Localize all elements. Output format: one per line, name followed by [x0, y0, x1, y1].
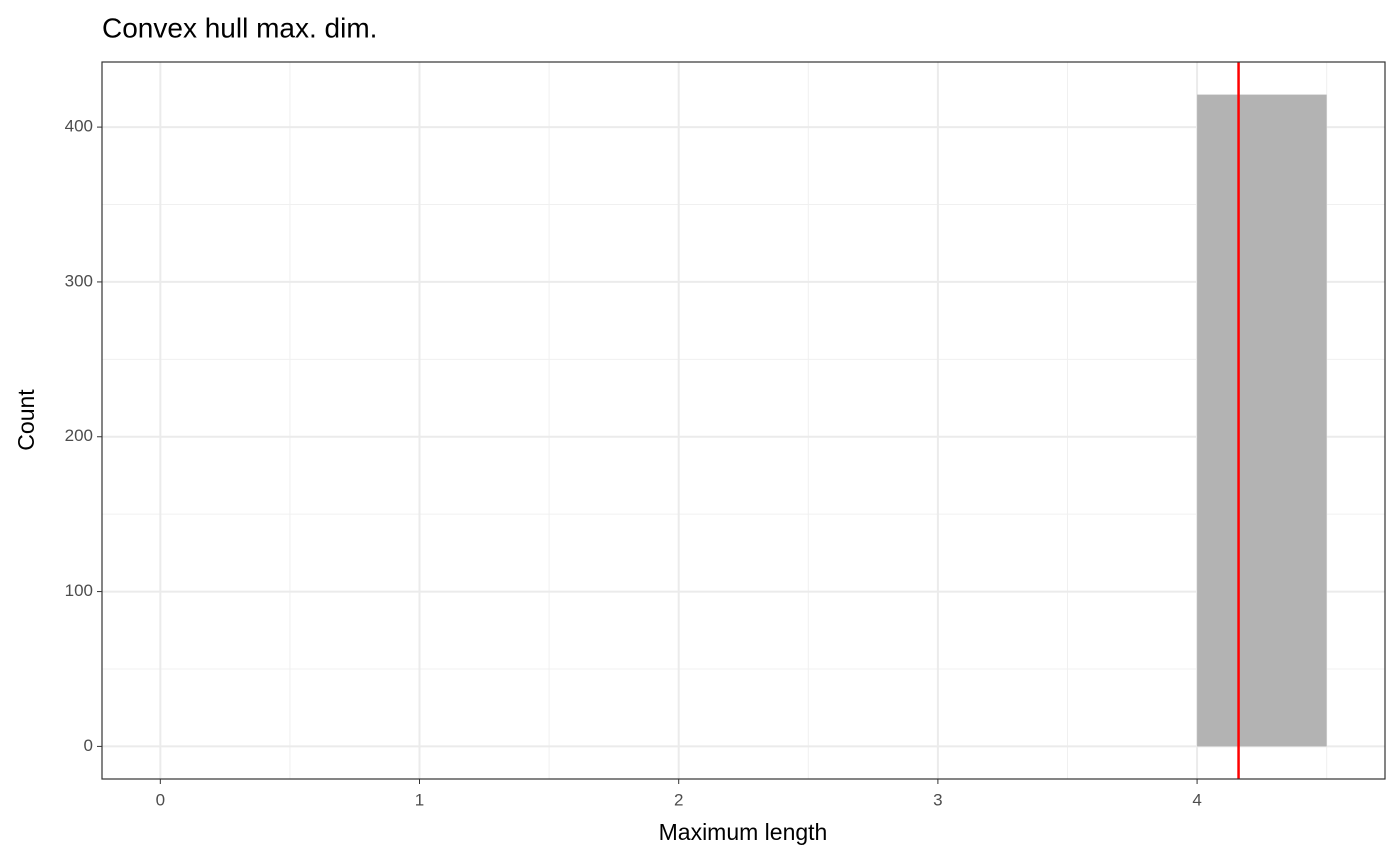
x-tick-label: 1 [415, 790, 424, 809]
y-tick-label: 300 [65, 271, 93, 290]
x-tick-label: 4 [1192, 790, 1201, 809]
y-tick-label: 0 [84, 736, 93, 755]
x-tick-label: 2 [674, 790, 683, 809]
y-tick-label: 100 [65, 581, 93, 600]
bar [1197, 94, 1327, 747]
y-axis-title: Count [13, 389, 39, 451]
y-tick-label: 400 [65, 117, 93, 136]
x-axis-title: Maximum length [659, 819, 828, 845]
chart-title: Convex hull max. dim. [102, 12, 377, 43]
x-tick-label: 3 [933, 790, 942, 809]
x-tick-label: 0 [156, 790, 165, 809]
y-tick-label: 200 [65, 426, 93, 445]
plot-border [101, 61, 1386, 780]
